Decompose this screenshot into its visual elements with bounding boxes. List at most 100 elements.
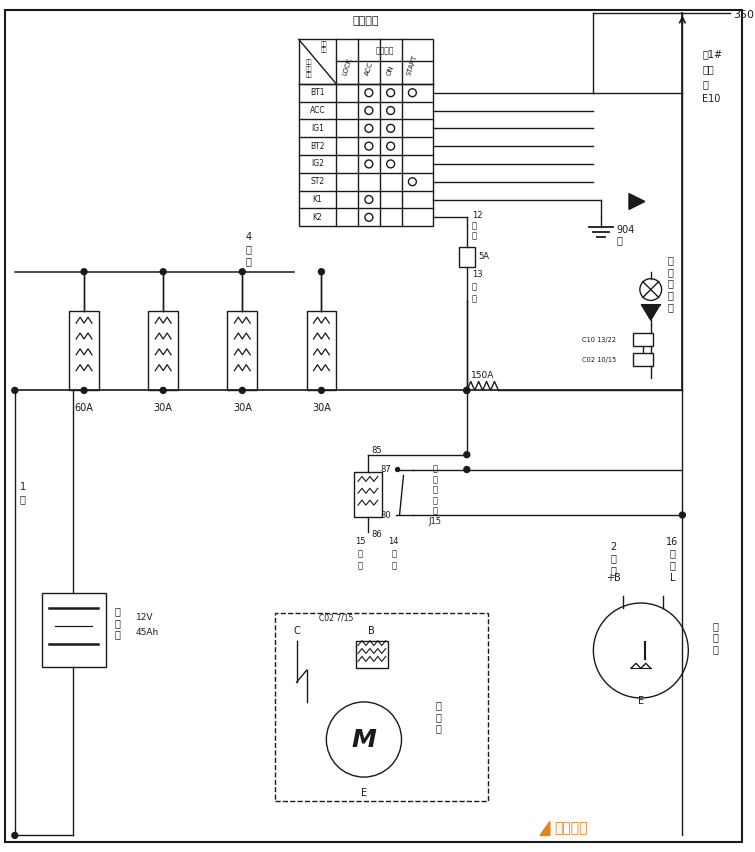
Text: C: C xyxy=(293,625,300,636)
Text: 87: 87 xyxy=(381,465,391,474)
Text: 红: 红 xyxy=(610,554,616,563)
Text: 黑: 黑 xyxy=(616,235,622,245)
Text: IG2: IG2 xyxy=(311,159,324,169)
Bar xyxy=(356,641,387,668)
Text: 12V: 12V xyxy=(135,613,153,622)
Bar xyxy=(148,311,178,390)
Text: C10 13/22: C10 13/22 xyxy=(582,337,616,343)
Text: 30: 30 xyxy=(381,510,391,520)
Text: 60A: 60A xyxy=(75,403,94,413)
Text: 池: 池 xyxy=(115,630,121,640)
Circle shape xyxy=(81,388,87,394)
Circle shape xyxy=(464,452,470,458)
Text: +B: +B xyxy=(606,573,621,584)
Text: BT1: BT1 xyxy=(310,89,325,97)
Text: 12: 12 xyxy=(472,210,482,220)
Bar xyxy=(633,353,653,366)
Text: 绿: 绿 xyxy=(472,294,476,303)
Text: 150A: 150A xyxy=(471,371,495,380)
Text: 起
动
机: 起 动 机 xyxy=(435,700,441,734)
Text: 45Ah: 45Ah xyxy=(135,628,159,637)
Text: C02 7/15: C02 7/15 xyxy=(319,613,353,622)
Circle shape xyxy=(464,467,470,473)
Text: ACC: ACC xyxy=(310,106,325,115)
Text: 电: 电 xyxy=(115,618,121,628)
Circle shape xyxy=(396,468,399,471)
Bar xyxy=(459,247,475,267)
Text: L: L xyxy=(670,573,675,584)
Bar xyxy=(307,311,336,390)
Polygon shape xyxy=(540,821,550,836)
Text: 盒: 盒 xyxy=(702,79,708,89)
Text: E: E xyxy=(361,788,367,798)
Text: C02 10/15: C02 10/15 xyxy=(582,357,616,363)
Text: 插入钥匙: 插入钥匙 xyxy=(375,47,394,55)
Text: K2: K2 xyxy=(313,213,322,222)
Text: 5A: 5A xyxy=(479,252,490,262)
Circle shape xyxy=(319,388,325,394)
Text: 4: 4 xyxy=(245,232,251,242)
Text: 350: 350 xyxy=(733,9,753,20)
Text: ST2: ST2 xyxy=(310,177,325,187)
Text: 86: 86 xyxy=(372,530,383,539)
Text: 白: 白 xyxy=(472,282,476,291)
Circle shape xyxy=(12,832,18,838)
Text: 保险: 保险 xyxy=(702,64,714,74)
Text: 30A: 30A xyxy=(233,403,251,413)
Circle shape xyxy=(160,268,166,274)
Text: IG1: IG1 xyxy=(311,124,324,133)
Text: 黑: 黑 xyxy=(670,561,676,571)
Text: 30A: 30A xyxy=(154,403,173,413)
Polygon shape xyxy=(642,305,660,320)
Bar xyxy=(42,593,106,667)
Circle shape xyxy=(12,388,18,394)
Text: 黄: 黄 xyxy=(357,561,362,570)
Text: 白: 白 xyxy=(472,222,476,231)
Text: 白: 白 xyxy=(610,566,616,575)
Text: 30A: 30A xyxy=(312,403,331,413)
Text: ACC: ACC xyxy=(364,60,374,76)
Text: 1: 1 xyxy=(20,482,26,492)
Text: START: START xyxy=(406,54,418,76)
Text: 输出
端子
状态: 输出 端子 状态 xyxy=(305,60,312,78)
Bar xyxy=(69,311,99,390)
Circle shape xyxy=(160,388,166,394)
Text: BT2: BT2 xyxy=(310,141,325,151)
Text: 16: 16 xyxy=(667,537,679,547)
Bar xyxy=(299,39,433,227)
Polygon shape xyxy=(629,193,645,210)
Circle shape xyxy=(464,388,470,394)
Text: 汽修帮手: 汽修帮手 xyxy=(554,821,587,836)
Text: 黄: 黄 xyxy=(391,561,396,570)
Bar xyxy=(354,473,382,517)
Text: 发
电
机: 发 电 机 xyxy=(712,621,718,654)
Text: 蓝: 蓝 xyxy=(472,232,476,240)
Text: M: M xyxy=(352,728,377,751)
Text: E: E xyxy=(638,696,644,706)
Bar xyxy=(275,613,488,801)
Text: K1: K1 xyxy=(313,195,322,204)
Text: 14: 14 xyxy=(388,538,399,546)
Text: 红: 红 xyxy=(357,549,362,558)
Text: 904: 904 xyxy=(616,225,634,235)
Text: 15: 15 xyxy=(355,538,365,546)
Text: 蓄: 蓄 xyxy=(115,606,121,616)
Text: 红: 红 xyxy=(20,494,26,504)
Text: 白: 白 xyxy=(670,549,676,559)
Text: ON: ON xyxy=(386,64,395,76)
Text: 档位
位置: 档位 位置 xyxy=(321,41,328,54)
Text: 红: 红 xyxy=(245,244,251,254)
Text: 起
动
继
电
器
J15: 起 动 继 电 器 J15 xyxy=(429,464,442,526)
Circle shape xyxy=(319,268,325,274)
Text: 充
电
指
示
灯: 充 电 指 示 灯 xyxy=(667,256,673,312)
Text: 绿: 绿 xyxy=(245,256,251,266)
Bar xyxy=(633,333,653,346)
Circle shape xyxy=(239,268,245,274)
Circle shape xyxy=(81,268,87,274)
Text: 白: 白 xyxy=(391,549,396,558)
Bar xyxy=(227,311,257,390)
Text: B: B xyxy=(368,625,375,636)
Text: LOCK: LOCK xyxy=(341,57,353,76)
Circle shape xyxy=(464,388,470,394)
Text: 13: 13 xyxy=(472,270,482,279)
